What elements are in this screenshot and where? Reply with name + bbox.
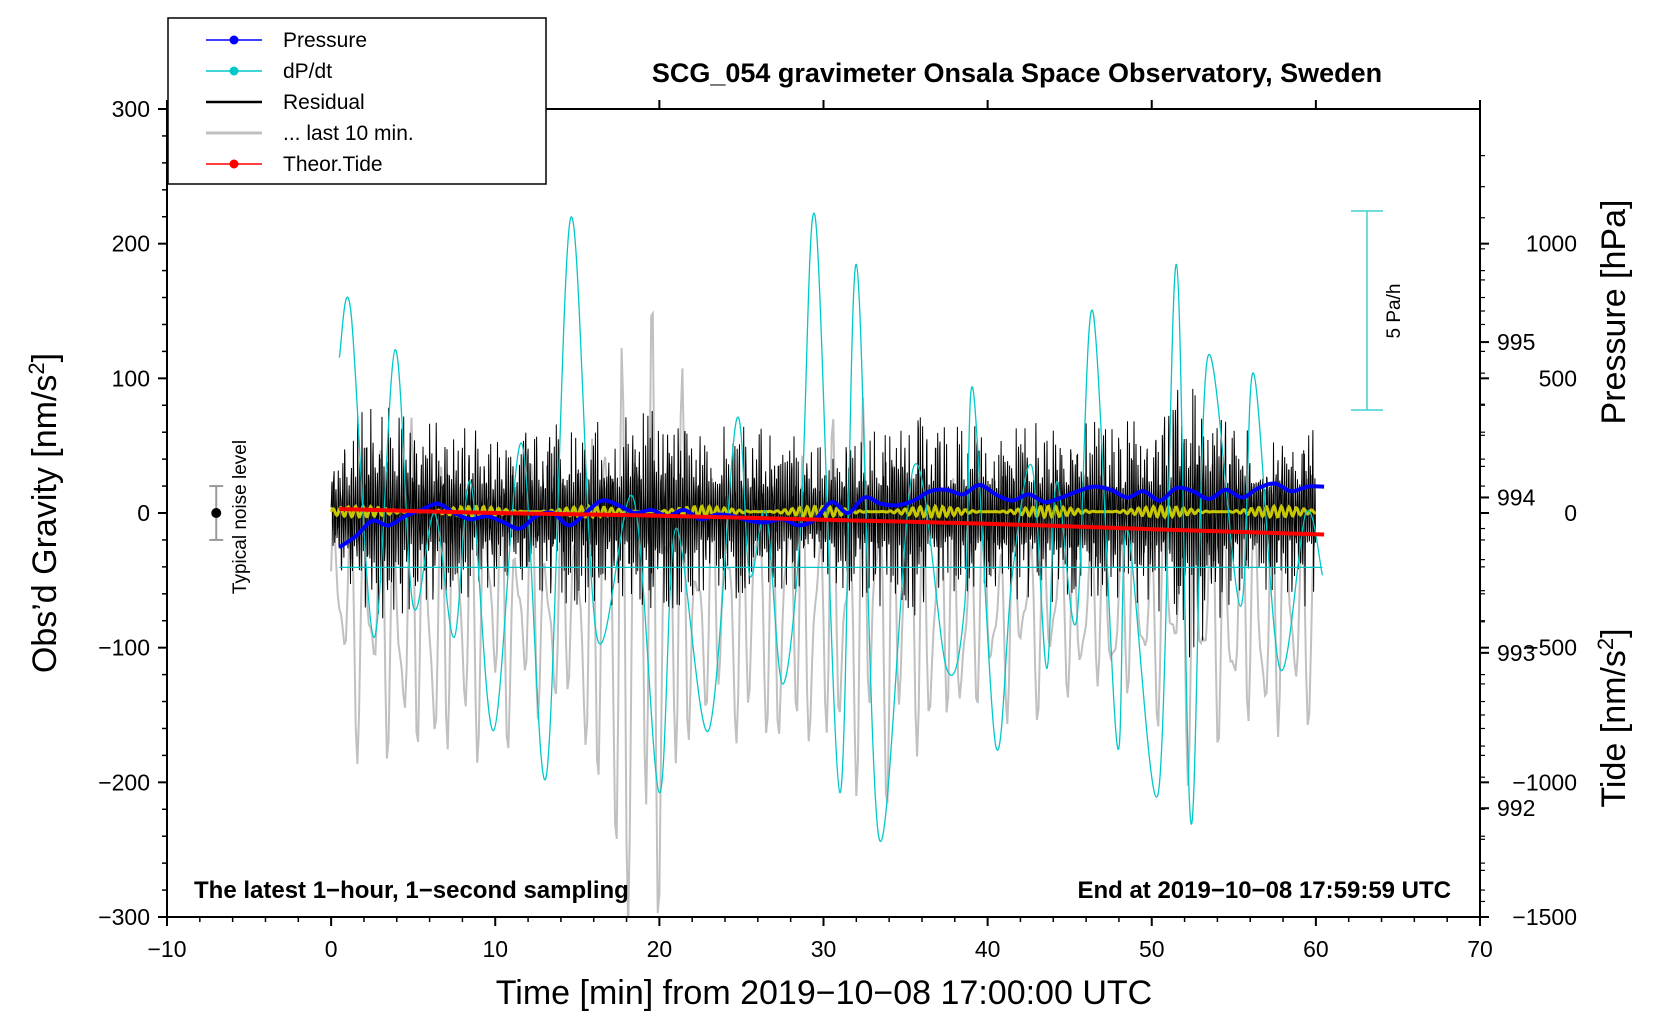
y-tide-tick-label: −1500 [1512, 904, 1577, 930]
legend-marker [229, 66, 239, 76]
y-left-tick-label: −300 [98, 904, 150, 930]
chart-title: SCG_054 gravimeter Onsala Space Observat… [652, 58, 1382, 88]
noise-level-indicator: Typical noise level [209, 440, 251, 594]
legend-marker [229, 35, 239, 45]
y-left-tick-label: 200 [112, 231, 150, 257]
noise-level-dot [211, 508, 222, 518]
note-end-time: End at 2019−10−08 17:59:59 UTC [1077, 877, 1451, 904]
x-tick-label: 70 [1467, 936, 1493, 962]
dpdt-scale-bar: 5 Pa/h [1351, 210, 1405, 411]
y-axis-label-tide: Tide [nm/s2] [1593, 628, 1633, 807]
y-tide-tick-label: 0 [1564, 500, 1577, 526]
y-pressure-tick-label: 994 [1497, 484, 1536, 510]
y-pressure-tick-label: 995 [1497, 329, 1535, 355]
y-axis-label-tide-close: ] [1595, 628, 1633, 637]
x-tick-label: 20 [647, 936, 673, 962]
y-axis-label-gravity-sup: 2 [24, 362, 49, 374]
series-last-10-min-line [330, 309, 1316, 917]
y-axis-label-pressure: Pressure [hPa] [1595, 200, 1633, 425]
y-axis-label-gravity: Obs’d Gravity [nm/s2] [24, 353, 64, 673]
series-theor-tide-line [339, 507, 1325, 537]
x-tick-label: −10 [147, 936, 186, 962]
x-axis-label: Time [min] from 2019−10−08 17:00:00 UTC [496, 974, 1152, 1012]
y-tide-tick-label: 500 [1539, 365, 1577, 391]
y-axis-label-tide-sup: 2 [1593, 638, 1618, 650]
y-axis-label-tide-main: Tide [nm/s [1595, 650, 1633, 807]
data-layer [329, 212, 1325, 917]
y-tide-tick-label: −1000 [1512, 769, 1577, 795]
series-dpdt-line [338, 212, 1324, 843]
series-residual-line [330, 388, 1316, 658]
legend-label: Theor.Tide [283, 153, 383, 176]
y-tide-tick-label: 1000 [1526, 231, 1577, 257]
x-tick-label: 40 [975, 936, 1001, 962]
legend-items: Pressure dP/dt Residual ... last 10 min. The… [206, 29, 414, 176]
y-axis-label-gravity-close: ] [26, 353, 64, 362]
y-left-tick-label: 0 [137, 500, 150, 526]
legend-label: dP/dt [283, 60, 332, 83]
dpdt-scale-label: 5 Pa/h [1384, 284, 1405, 339]
x-tick-label: 0 [325, 936, 338, 962]
x-tick-label: 10 [482, 936, 508, 962]
legend: Pressure dP/dt Residual ... last 10 min. The… [167, 17, 547, 185]
axes-layer: −10 0 10 20 30 40 50 60 703002001000−100−200−300… [98, 96, 1577, 962]
y-pressure-tick-label: 993 [1497, 640, 1535, 666]
y-left-tick-label: 100 [112, 365, 150, 391]
y-pressure-tick-label: 992 [1497, 795, 1535, 821]
x-tick-label: 30 [811, 936, 837, 962]
legend-marker [229, 159, 239, 169]
y-axis-label-gravity-main: Obs’d Gravity [nm/s [26, 375, 64, 674]
y-tide-tick-label: −500 [1525, 635, 1577, 661]
note-sampling: The latest 1−hour, 1−second sampling [194, 877, 629, 904]
legend-label: ... last 10 min. [283, 122, 414, 145]
y-left-tick-label: −200 [98, 769, 150, 795]
x-tick-label: 60 [1303, 936, 1329, 962]
legend-label: Pressure [283, 29, 367, 52]
y-left-tick-label: 300 [112, 96, 150, 122]
legend-label: Residual [283, 91, 365, 114]
series-pressure-line [338, 481, 1325, 549]
x-tick-label: 50 [1139, 936, 1165, 962]
noise-level-label: Typical noise level [230, 440, 251, 594]
y-left-tick-label: −100 [98, 635, 150, 661]
